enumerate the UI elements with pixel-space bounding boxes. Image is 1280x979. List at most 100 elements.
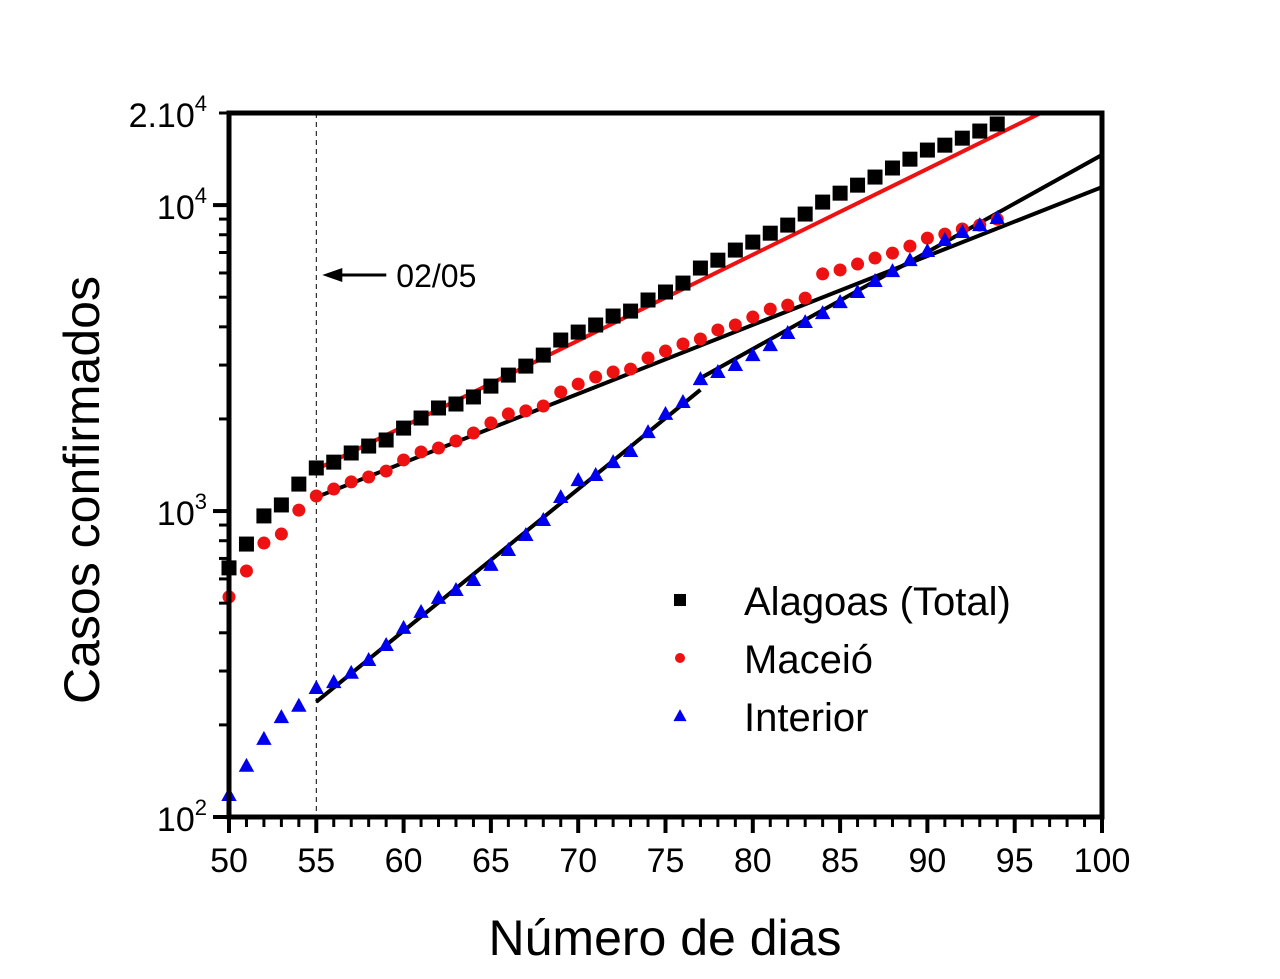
data-point <box>518 527 534 541</box>
data-point <box>291 697 307 712</box>
legend-marker-triangle-icon <box>673 709 687 722</box>
y-tick-label: 102 <box>157 795 207 839</box>
data-point <box>623 303 639 319</box>
data-point <box>344 475 358 489</box>
data-point <box>413 603 429 618</box>
legend-marker-circle-icon <box>675 653 685 663</box>
data-point <box>972 217 988 232</box>
data-point <box>484 416 498 430</box>
data-point <box>430 589 447 604</box>
data-point <box>833 263 847 277</box>
y-tick-label: 104 <box>157 183 207 227</box>
data-point <box>641 351 655 365</box>
data-point <box>972 123 988 139</box>
data-point <box>658 284 673 300</box>
data-point <box>954 224 971 239</box>
data-point <box>884 160 900 176</box>
data-point <box>780 217 796 233</box>
plot-frame <box>226 110 1105 820</box>
data-point <box>257 536 271 550</box>
data-point <box>605 454 621 469</box>
data-point <box>570 472 586 487</box>
data-point <box>746 310 760 324</box>
data-point <box>360 652 377 666</box>
y-tick-label: 2.104 <box>129 91 207 135</box>
data-point <box>414 445 428 459</box>
data-point <box>343 664 359 679</box>
series-interior <box>221 209 1005 801</box>
data-point <box>762 337 778 352</box>
data-point <box>256 508 272 524</box>
data-point <box>745 347 761 362</box>
data-point <box>273 497 289 513</box>
data-point <box>589 370 603 384</box>
fit-interior-2-line <box>699 153 1102 380</box>
data-point <box>624 362 638 376</box>
data-point <box>727 242 743 258</box>
x-tick-label: 100 <box>1074 842 1131 880</box>
data-point <box>937 232 953 246</box>
data-point <box>326 454 342 470</box>
data-point <box>291 476 307 492</box>
data-point <box>448 396 464 412</box>
data-point <box>849 284 866 298</box>
data-point <box>535 347 551 363</box>
data-point <box>797 206 813 222</box>
data-point <box>989 209 1005 224</box>
annotation: 02/05 <box>322 258 476 294</box>
data-point <box>832 294 848 309</box>
data-point <box>431 400 447 416</box>
data-point <box>710 252 726 268</box>
data-point <box>518 358 534 374</box>
data-point <box>692 371 709 386</box>
data-point <box>640 424 656 439</box>
legend-item-macei: Maceió <box>675 638 873 682</box>
data-point <box>851 257 865 271</box>
data-point <box>483 556 499 571</box>
data-point <box>850 177 866 193</box>
fit-maceio-line <box>315 185 1102 500</box>
data-point <box>711 323 725 337</box>
data-point <box>500 367 516 383</box>
data-point <box>466 426 480 440</box>
data-point <box>710 364 726 379</box>
x-tick-label: 60 <box>385 842 423 880</box>
data-point <box>797 314 813 329</box>
data-point <box>553 332 569 348</box>
data-point <box>570 324 586 340</box>
data-point <box>868 251 882 265</box>
data-point <box>379 464 393 478</box>
data-point <box>256 730 272 745</box>
data-point <box>745 234 761 250</box>
x-tick-label: 85 <box>821 842 859 880</box>
data-point <box>432 441 446 455</box>
data-point <box>588 317 604 333</box>
data-point <box>536 399 550 413</box>
data-point <box>816 267 830 281</box>
data-point <box>396 420 412 436</box>
data-point <box>465 572 482 587</box>
data-point <box>378 432 394 448</box>
data-point <box>780 325 796 339</box>
data-point <box>675 275 691 291</box>
data-point <box>692 260 708 276</box>
data-point <box>571 377 585 391</box>
data-point <box>657 405 674 420</box>
data-point <box>274 527 288 541</box>
data-point <box>273 709 290 724</box>
data-point <box>640 292 656 308</box>
data-point <box>920 231 934 245</box>
x-tick-label: 75 <box>647 842 685 880</box>
data-point <box>762 225 778 241</box>
data-point <box>902 151 918 167</box>
data-point <box>937 137 953 153</box>
data-point <box>814 305 831 320</box>
data-point <box>954 130 970 146</box>
legend-item-interior: Interior <box>673 696 869 740</box>
data-point <box>501 407 515 421</box>
data-point <box>535 512 551 526</box>
data-point <box>519 404 533 418</box>
series-alagoas-total <box>221 116 1005 576</box>
data-point <box>553 489 569 504</box>
